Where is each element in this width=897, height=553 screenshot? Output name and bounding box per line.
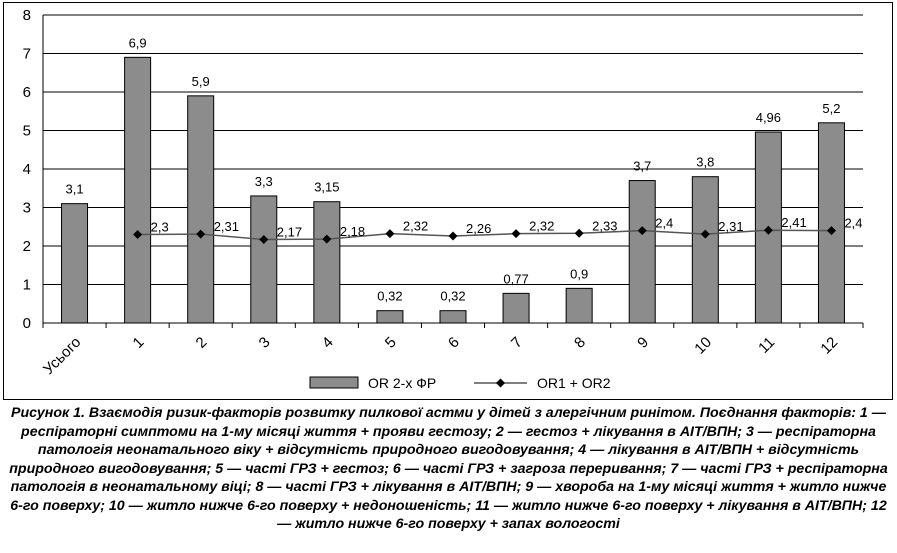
bar bbox=[817, 122, 845, 324]
line-marker bbox=[133, 229, 143, 239]
y-tick-label: 5 bbox=[23, 123, 31, 140]
line-marker bbox=[637, 226, 647, 236]
bar bbox=[691, 176, 719, 324]
y-tick-label: 4 bbox=[23, 161, 31, 178]
line-value-label: 2,3 bbox=[151, 219, 169, 234]
bar-value-label: 0,9 bbox=[570, 266, 588, 281]
x-tick-label: Усього bbox=[40, 334, 84, 378]
bar-value-label: 0,77 bbox=[503, 271, 528, 286]
y-tick-label: 1 bbox=[23, 277, 31, 294]
bar bbox=[313, 201, 341, 324]
y-tick-label: 6 bbox=[23, 84, 31, 101]
figure-caption: Рисунок 1. Взаємодія ризик-факторів розв… bbox=[9, 405, 888, 532]
line-marker bbox=[826, 226, 836, 236]
y-tick-label: 2 bbox=[23, 238, 31, 255]
line-value-label: 2,18 bbox=[340, 224, 365, 239]
bar-value-label: 3,1 bbox=[65, 182, 83, 197]
x-tick-label: 2 bbox=[193, 334, 211, 352]
line-value-label: 2,17 bbox=[277, 224, 302, 239]
line-value-label: 2,32 bbox=[403, 219, 428, 234]
y-tick-label: 8 bbox=[23, 7, 31, 24]
bar bbox=[439, 310, 467, 324]
line-value-label: 2,31 bbox=[718, 219, 743, 234]
bar-value-label: 3,8 bbox=[696, 155, 714, 170]
x-tick-label: 5 bbox=[382, 334, 400, 352]
line-value-label: 2,33 bbox=[592, 218, 617, 233]
line-value-label: 2,32 bbox=[529, 219, 554, 234]
line-value-label: 2,4 bbox=[844, 216, 862, 231]
x-tick-label: 1 bbox=[130, 334, 148, 352]
legend-bar-label: OR 2-х ФР bbox=[368, 375, 436, 391]
x-tick-label: 8 bbox=[571, 334, 589, 352]
bar bbox=[376, 310, 404, 324]
x-tick-label: 10 bbox=[691, 334, 715, 358]
line-marker bbox=[763, 225, 773, 235]
line-marker bbox=[196, 229, 206, 239]
bar bbox=[187, 95, 215, 324]
bar-value-label: 3,7 bbox=[633, 159, 651, 174]
x-tick-label: 6 bbox=[445, 334, 463, 352]
bar-value-label: 3,15 bbox=[314, 180, 339, 195]
y-tick-label: 0 bbox=[23, 315, 31, 332]
bar-value-label: 0,32 bbox=[377, 289, 402, 304]
line-marker bbox=[322, 234, 332, 244]
legend-line-marker bbox=[496, 378, 505, 388]
bar-value-label: 3,3 bbox=[255, 174, 273, 189]
legend-line-label: OR1 + OR2 bbox=[537, 375, 611, 391]
y-tick-label: 7 bbox=[23, 46, 31, 63]
bar-value-label: 5,2 bbox=[822, 101, 840, 116]
x-tick-label: 7 bbox=[508, 334, 526, 352]
bar bbox=[565, 287, 593, 324]
x-tick-label: 3 bbox=[256, 334, 274, 352]
x-tick-label: 12 bbox=[817, 334, 841, 358]
line-marker bbox=[511, 229, 521, 239]
line-marker bbox=[259, 234, 269, 244]
x-tick-label: 4 bbox=[319, 334, 337, 352]
line-value-label: 2,26 bbox=[466, 221, 491, 236]
legend-bar-swatch bbox=[309, 376, 359, 389]
x-tick-label: 11 bbox=[755, 334, 778, 357]
bar bbox=[124, 56, 152, 324]
bar-value-label: 0,32 bbox=[440, 289, 465, 304]
bar bbox=[502, 292, 530, 324]
bar-value-label: 5,9 bbox=[192, 74, 210, 89]
x-tick-label: 9 bbox=[634, 334, 652, 352]
line-value-label: 2,4 bbox=[655, 216, 673, 231]
chart-frame: 0 1 2 3 4 5 6 7 8 3,1 6,9 5,9 3,3 3,15 0,32 0,32 0,77 0,9… bbox=[3, 2, 893, 400]
line-marker bbox=[385, 229, 395, 239]
line-value-label: 2,41 bbox=[781, 215, 806, 230]
line-marker bbox=[448, 231, 458, 241]
y-tick-label: 3 bbox=[23, 200, 31, 217]
bar bbox=[628, 180, 656, 324]
bar-value-label: 4,96 bbox=[756, 110, 781, 125]
bar bbox=[61, 203, 89, 324]
line-series bbox=[137, 229, 832, 241]
bar bbox=[250, 195, 278, 324]
line-marker bbox=[700, 229, 710, 239]
line-marker bbox=[574, 228, 584, 238]
line-value-label: 2,31 bbox=[214, 219, 239, 234]
bar-value-label: 6,9 bbox=[129, 35, 147, 50]
